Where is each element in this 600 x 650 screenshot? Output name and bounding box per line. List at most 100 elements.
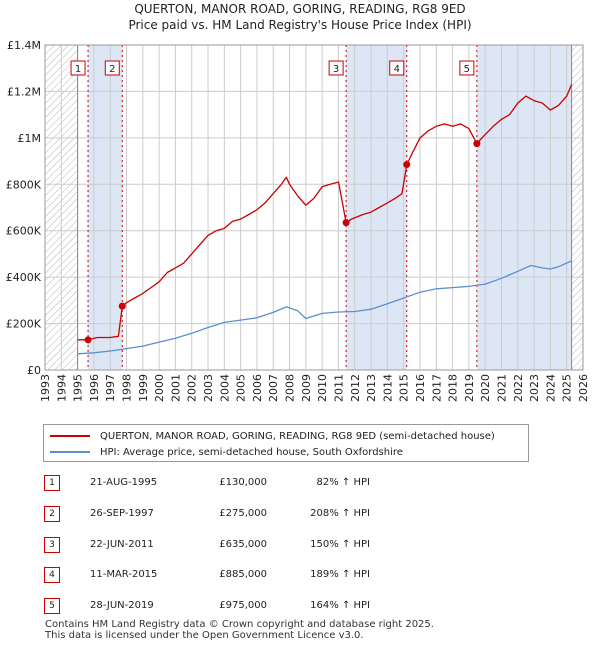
y-tick-label: £800K — [6, 178, 42, 191]
plot-frame — [44, 44, 584, 371]
sale-number-label: 5 — [464, 64, 470, 75]
table-row: 2 26-SEP-1997 £275,000 208% ↑ HPI — [0, 504, 600, 524]
x-tick-label: 1998 — [121, 374, 134, 402]
x-tick-label: 2000 — [153, 374, 166, 402]
x-tick-label: 2008 — [284, 374, 297, 402]
x-tick-label: 1997 — [104, 374, 117, 402]
x-tick-label: 2025 — [561, 374, 574, 402]
x-tick-label: 2024 — [544, 374, 557, 402]
y-tick-label: £1M — [18, 132, 42, 145]
legend-label-property: QUERTON, MANOR ROAD, GORING, READING, RG… — [100, 430, 495, 442]
sale-date: 28-JUN-2019 — [90, 600, 154, 611]
sale-number-badge: 5 — [44, 598, 60, 614]
x-tick-label: 1999 — [137, 374, 150, 402]
hpi-series-line — [77, 260, 572, 355]
sale-price: £975,000 — [219, 600, 267, 611]
sale-number-box — [389, 60, 405, 76]
x-tick-label: 1996 — [88, 374, 101, 402]
x-tick-label: 2026 — [577, 374, 590, 402]
highlight-band — [88, 45, 123, 370]
table-row: 4 11-MAR-2015 £885,000 189% ↑ HPI — [0, 565, 600, 585]
x-tick-label: 2004 — [218, 374, 231, 402]
sale-hpi-change: 189% ↑ HPI — [310, 569, 370, 580]
y-tick-label: £0 — [27, 364, 41, 377]
table-row: 3 22-JUN-2011 £635,000 150% ↑ HPI — [0, 535, 600, 555]
x-tick-label: 2013 — [365, 374, 378, 402]
sale-date: 22-JUN-2011 — [90, 539, 154, 550]
sale-date: 11-MAR-2015 — [90, 569, 158, 580]
y-tick-label: £600K — [6, 225, 42, 238]
sale-hpi-change: 164% ↑ HPI — [310, 600, 370, 611]
sale-number-badge: 4 — [44, 567, 60, 583]
sale-point — [84, 336, 92, 344]
legend-item-property: QUERTON, MANOR ROAD, GORING, READING, RG… — [50, 429, 495, 443]
legend-item-hpi: HPI: Average price, semi-detached house,… — [50, 445, 403, 459]
y-tick-label: £1.4M — [7, 39, 41, 52]
sale-point — [118, 302, 126, 310]
sale-number-label: 1 — [75, 64, 81, 75]
sale-point — [342, 219, 350, 227]
x-tick-label: 2003 — [202, 374, 215, 402]
x-tick-label: 2009 — [300, 374, 313, 402]
sale-price: £275,000 — [219, 508, 267, 519]
x-tick-label: 2020 — [479, 374, 492, 402]
x-tick-label: 2018 — [447, 374, 460, 402]
table-row: 5 28-JUN-2019 £975,000 164% ↑ HPI — [0, 596, 600, 616]
price-chart: 1 2 3 4 5 £0 £200K £400K £600K £800K £1M £1.2M £1.4… — [6, 39, 590, 402]
sale-point — [403, 161, 411, 169]
x-tick-label: 2012 — [349, 374, 362, 402]
table-row: 1 21-AUG-1995 £130,000 82% ↑ HPI — [0, 473, 600, 493]
x-tick-label: 2021 — [495, 374, 508, 402]
x-tick-label: 2015 — [398, 374, 411, 402]
legend-swatch-property — [50, 435, 90, 437]
x-tick-label: 1995 — [72, 374, 85, 402]
x-tick-label: 2014 — [381, 374, 394, 402]
legend-label-hpi: HPI: Average price, semi-detached house,… — [100, 446, 403, 458]
sale-number-box — [459, 60, 475, 76]
sale-number-box — [328, 60, 344, 76]
sale-point — [473, 140, 481, 148]
sale-number-badge: 1 — [44, 475, 60, 491]
chart-legend: QUERTON, MANOR ROAD, GORING, READING, RG… — [43, 424, 529, 462]
footer-copyright: Contains HM Land Registry data © Crown c… — [45, 619, 434, 630]
property-series-line — [77, 84, 573, 341]
x-tick-label: 2016 — [414, 374, 427, 402]
x-tick-label: 2022 — [512, 374, 525, 402]
chart-subtitle: Price paid vs. HM Land Registry's House … — [128, 18, 472, 32]
footer-licence: This data is licensed under the Open Gov… — [45, 630, 364, 641]
sale-number-box — [104, 60, 120, 76]
x-tick-label: 1994 — [55, 374, 68, 402]
x-tick-label: 2007 — [267, 374, 280, 402]
x-tick-label: 2019 — [463, 374, 476, 402]
hatched-region — [571, 45, 583, 370]
x-tick-label: 2017 — [430, 374, 443, 402]
sale-hpi-change: 82% ↑ HPI — [316, 477, 370, 488]
highlight-band — [346, 45, 407, 370]
sale-hpi-change: 208% ↑ HPI — [310, 508, 370, 519]
sale-price: £635,000 — [219, 539, 267, 550]
sale-price: £885,000 — [219, 569, 267, 580]
y-tick-label: £400K — [6, 271, 42, 284]
sale-number-label: 2 — [109, 64, 115, 75]
sale-number-label: 3 — [333, 64, 339, 75]
highlight-band — [476, 45, 572, 370]
y-tick-label: £200K — [6, 318, 42, 331]
sale-number-badge: 2 — [44, 506, 60, 522]
x-tick-label: 2023 — [528, 374, 541, 402]
sale-date: 26-SEP-1997 — [90, 508, 154, 519]
sale-number-label: 4 — [394, 64, 400, 75]
x-tick-label: 2005 — [235, 374, 248, 402]
x-tick-label: 2001 — [169, 374, 182, 402]
x-tick-label: 2010 — [316, 374, 329, 402]
x-tick-label: 2002 — [186, 374, 199, 402]
x-tick-label: 2011 — [332, 374, 345, 402]
sale-number-box — [70, 60, 86, 76]
legend-swatch-hpi — [50, 451, 90, 453]
sale-price: £130,000 — [219, 477, 267, 488]
sale-date: 21-AUG-1995 — [90, 477, 158, 488]
sale-hpi-change: 150% ↑ HPI — [310, 539, 370, 550]
y-tick-label: £1.2M — [7, 85, 41, 98]
x-tick-label: 2006 — [251, 374, 264, 402]
sale-number-badge: 3 — [44, 537, 60, 553]
chart-title-address: QUERTON, MANOR ROAD, GORING, READING, RG… — [134, 2, 466, 16]
